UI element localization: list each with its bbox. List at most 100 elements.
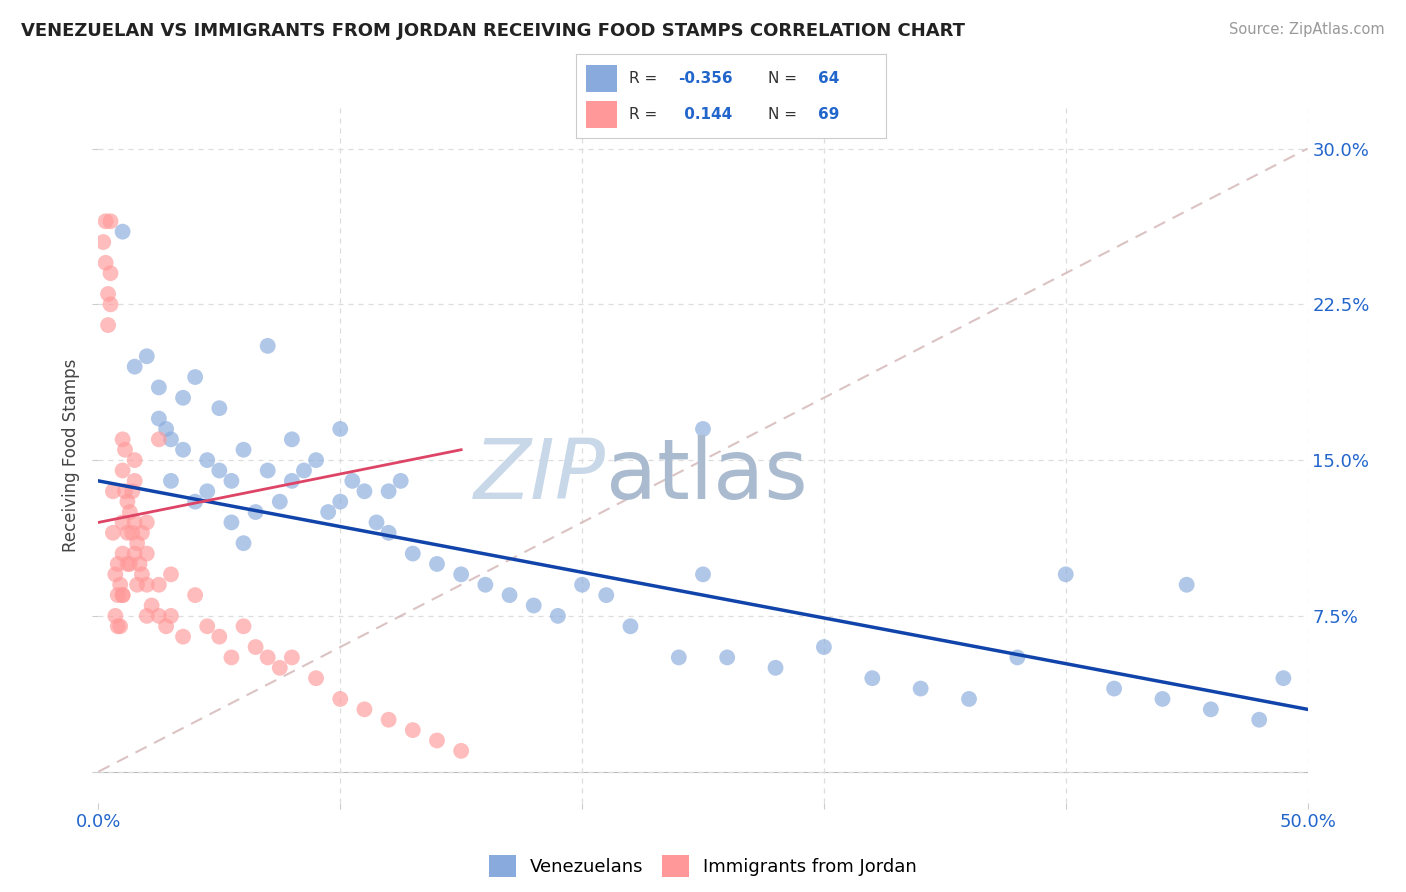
Point xyxy=(305,453,328,467)
Point xyxy=(107,557,129,571)
Point xyxy=(97,318,120,332)
Point xyxy=(269,661,291,675)
Point xyxy=(195,453,218,467)
Point xyxy=(353,702,375,716)
Point xyxy=(377,484,399,499)
Point xyxy=(692,567,714,582)
Point xyxy=(281,650,304,665)
Point xyxy=(232,536,254,550)
Point xyxy=(426,557,449,571)
Point xyxy=(256,650,278,665)
Point xyxy=(389,474,412,488)
Point xyxy=(1054,567,1077,582)
Point xyxy=(245,640,267,654)
Point xyxy=(619,619,641,633)
Point xyxy=(813,640,835,654)
Point xyxy=(1175,578,1198,592)
Point xyxy=(329,422,352,436)
Point xyxy=(121,525,143,540)
Point xyxy=(256,339,278,353)
Point xyxy=(148,411,170,425)
Point xyxy=(281,433,304,447)
Point xyxy=(100,214,122,228)
Text: Source: ZipAtlas.com: Source: ZipAtlas.com xyxy=(1229,22,1385,37)
Point xyxy=(104,608,127,623)
Bar xyxy=(586,101,617,128)
Text: R =: R = xyxy=(628,107,662,122)
Point xyxy=(124,453,146,467)
Point xyxy=(305,671,328,685)
Point xyxy=(450,567,472,582)
Point xyxy=(91,235,114,249)
Point xyxy=(353,484,375,499)
Point xyxy=(127,536,149,550)
Point xyxy=(135,349,157,363)
Point xyxy=(160,567,183,582)
Point xyxy=(111,516,134,530)
Text: ZIP: ZIP xyxy=(474,435,606,516)
Point xyxy=(117,494,139,508)
Point xyxy=(221,516,243,530)
Point xyxy=(208,630,231,644)
Point xyxy=(111,588,134,602)
Point xyxy=(101,484,124,499)
Point xyxy=(100,266,122,280)
Point xyxy=(221,474,243,488)
Text: -0.356: -0.356 xyxy=(679,70,733,86)
Point xyxy=(184,494,207,508)
Point xyxy=(124,547,146,561)
Point xyxy=(523,599,546,613)
Point xyxy=(221,650,243,665)
Point xyxy=(377,713,399,727)
Y-axis label: Receiving Food Stamps: Receiving Food Stamps xyxy=(62,359,80,551)
Text: R =: R = xyxy=(628,70,662,86)
Text: N =: N = xyxy=(768,70,801,86)
Point xyxy=(342,474,364,488)
Point xyxy=(118,505,141,519)
Point xyxy=(172,630,194,644)
Point xyxy=(426,733,449,747)
Point xyxy=(118,557,141,571)
Point xyxy=(160,433,183,447)
Point xyxy=(117,557,139,571)
Point xyxy=(148,380,170,394)
Point xyxy=(208,463,231,477)
Point xyxy=(1152,692,1174,706)
Point xyxy=(245,505,267,519)
Point xyxy=(124,516,146,530)
Point xyxy=(160,608,183,623)
Point xyxy=(860,671,883,685)
Point xyxy=(94,256,117,270)
Point xyxy=(141,599,163,613)
Point xyxy=(329,494,352,508)
Point xyxy=(474,578,496,592)
Point xyxy=(366,516,388,530)
Text: 64: 64 xyxy=(818,70,839,86)
Point xyxy=(128,557,150,571)
Point xyxy=(232,442,254,457)
Point xyxy=(377,525,399,540)
Point xyxy=(104,567,127,582)
Point xyxy=(184,370,207,384)
Point xyxy=(124,359,146,374)
Text: VENEZUELAN VS IMMIGRANTS FROM JORDAN RECEIVING FOOD STAMPS CORRELATION CHART: VENEZUELAN VS IMMIGRANTS FROM JORDAN REC… xyxy=(21,22,965,40)
Point xyxy=(765,661,787,675)
Point xyxy=(127,578,149,592)
Point xyxy=(716,650,738,665)
Point xyxy=(108,578,131,592)
Point xyxy=(1007,650,1029,665)
Point xyxy=(135,516,157,530)
Point xyxy=(135,608,157,623)
Point xyxy=(135,547,157,561)
Point xyxy=(111,588,134,602)
Point xyxy=(148,578,170,592)
Point xyxy=(114,484,136,499)
Point xyxy=(195,619,218,633)
Point xyxy=(195,484,218,499)
Text: N =: N = xyxy=(768,107,801,122)
Point xyxy=(107,588,129,602)
Point xyxy=(172,442,194,457)
Point xyxy=(172,391,194,405)
Point xyxy=(131,525,153,540)
Point xyxy=(100,297,122,311)
